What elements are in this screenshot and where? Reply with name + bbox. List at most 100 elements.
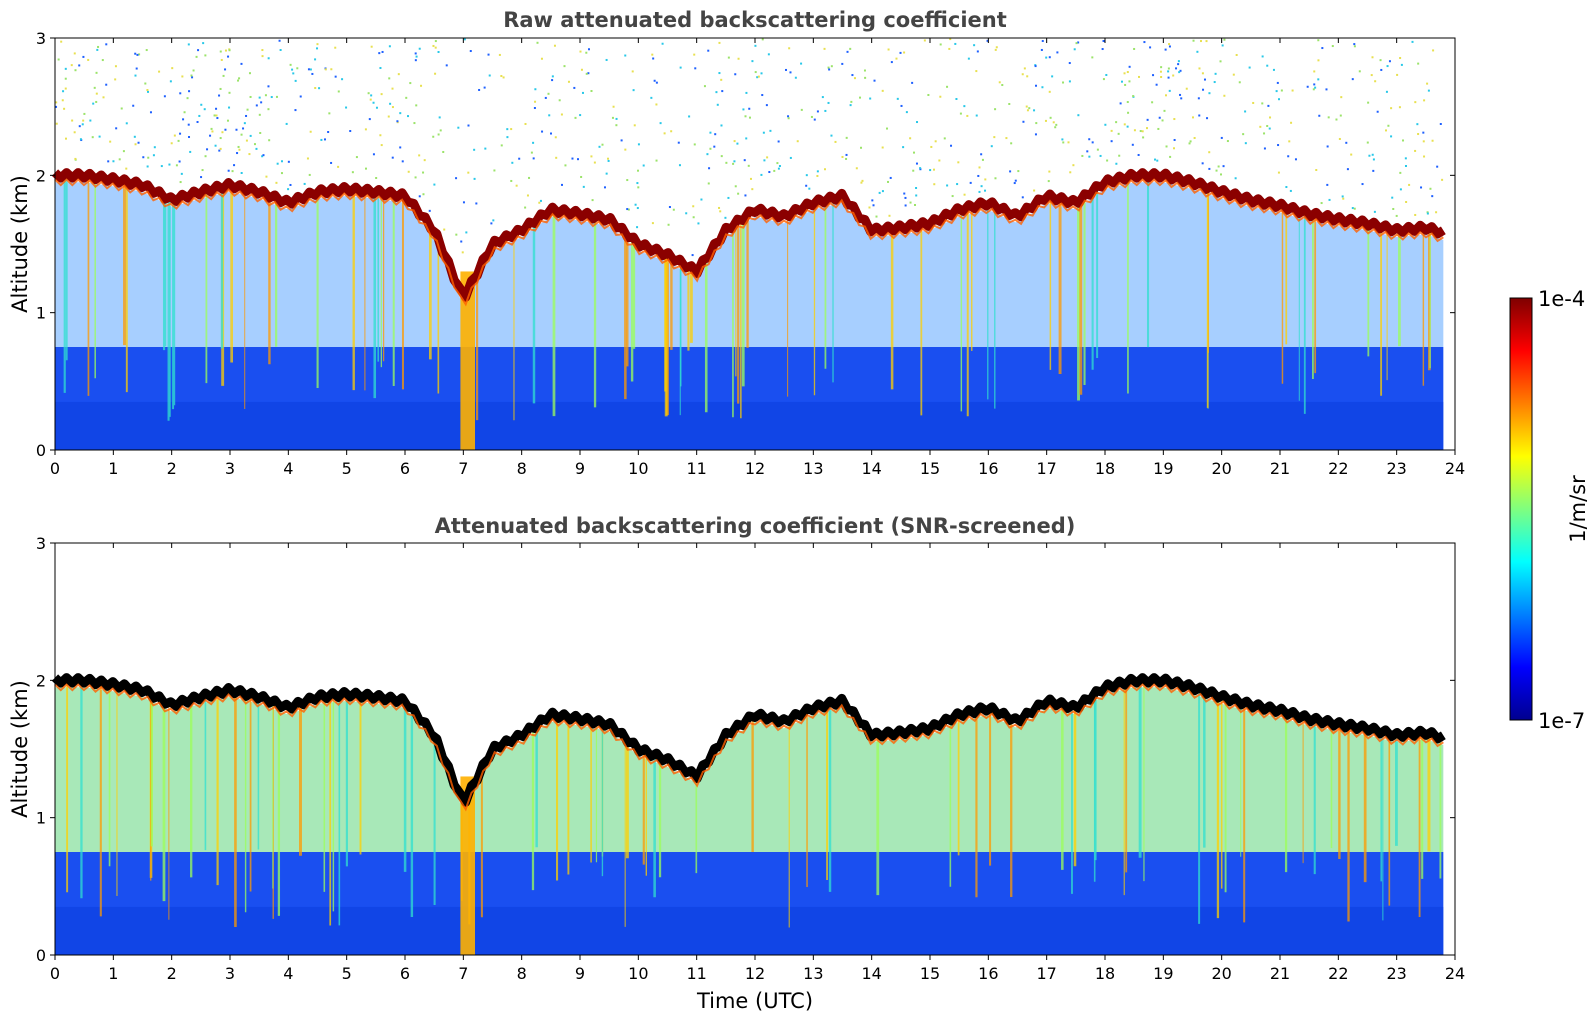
noise-speckle xyxy=(700,198,703,201)
noise-speckle xyxy=(214,144,217,147)
noise-speckle xyxy=(249,95,252,98)
noise-speckle xyxy=(78,125,81,128)
noise-speckle xyxy=(939,43,942,46)
noise-speckle xyxy=(551,75,554,78)
noise-speckle xyxy=(1169,155,1172,158)
noise-speckle xyxy=(911,81,914,84)
noise-speckle xyxy=(1366,141,1369,144)
noise-speckle xyxy=(418,195,421,198)
noise-speckle xyxy=(224,49,227,52)
noise-speckle xyxy=(943,137,946,140)
noise-speckle xyxy=(573,86,576,89)
noise-speckle xyxy=(553,44,556,47)
noise-speckle xyxy=(761,94,764,97)
noise-speckle xyxy=(544,96,547,99)
noise-speckle xyxy=(355,156,358,159)
noise-speckle xyxy=(142,156,145,159)
noise-speckle xyxy=(407,115,410,118)
noise-speckle xyxy=(190,74,193,77)
noise-speckle xyxy=(1235,54,1238,57)
noise-speckle xyxy=(1143,41,1146,44)
x-tick-label: 1 xyxy=(108,964,118,983)
noise-speckle xyxy=(388,45,391,48)
noise-speckle xyxy=(1155,83,1158,86)
noise-speckle xyxy=(708,167,711,170)
noise-speckle xyxy=(707,182,710,185)
noise-speckle xyxy=(275,95,278,98)
noise-speckle xyxy=(694,67,697,70)
noise-speckle xyxy=(1189,140,1192,143)
noise-speckle xyxy=(563,65,566,68)
noise-speckle xyxy=(467,171,470,174)
noise-speckle xyxy=(939,95,942,98)
noise-speckle xyxy=(372,153,375,156)
noise-speckle xyxy=(262,154,265,157)
noise-speckle xyxy=(401,160,404,163)
noise-speckle xyxy=(253,143,256,146)
noise-speckle xyxy=(260,101,263,104)
noise-speckle xyxy=(904,196,907,199)
noise-speckle xyxy=(1238,81,1241,84)
noise-speckle xyxy=(226,119,229,122)
x-tick-label: 19 xyxy=(1153,459,1173,478)
noise-speckle xyxy=(135,67,138,70)
noise-speckle xyxy=(1318,114,1321,117)
colorbar-max-label: 1e-4 xyxy=(1538,287,1585,311)
noise-speckle xyxy=(146,89,149,92)
noise-speckle xyxy=(1417,62,1420,65)
noise-speckle xyxy=(1220,173,1223,176)
noise-speckle xyxy=(1353,207,1356,210)
noise-speckle xyxy=(98,135,101,138)
noise-speckle xyxy=(152,154,155,157)
noise-speckle xyxy=(933,183,936,186)
noise-speckle xyxy=(105,43,108,46)
noise-speckle xyxy=(461,251,464,254)
noise-speckle xyxy=(1267,104,1270,107)
noise-speckle xyxy=(661,42,664,45)
noise-speckle xyxy=(405,96,408,99)
noise-speckle xyxy=(896,97,899,100)
noise-speckle xyxy=(265,175,268,178)
noise-speckle xyxy=(1385,90,1388,93)
noise-speckle xyxy=(1010,142,1013,145)
noise-speckle xyxy=(407,170,410,173)
noise-speckle xyxy=(97,45,100,48)
y-tick-label: 3 xyxy=(36,29,46,48)
noise-speckle xyxy=(309,130,312,133)
noise-speckle xyxy=(422,171,425,174)
noise-speckle xyxy=(1226,140,1229,143)
noise-speckle xyxy=(1414,213,1417,216)
noise-speckle xyxy=(240,62,243,65)
noise-speckle xyxy=(763,159,766,162)
noise-speckle xyxy=(967,57,970,60)
x-tick-label: 5 xyxy=(342,459,352,478)
noise-speckle xyxy=(668,206,671,209)
noise-speckle xyxy=(567,80,570,83)
noise-speckle xyxy=(132,104,135,107)
cloud-top-layer xyxy=(51,168,1446,302)
noise-speckle xyxy=(650,96,653,99)
x-tick-label: 12 xyxy=(745,459,765,478)
noise-speckle xyxy=(397,73,400,76)
noise-speckle xyxy=(187,43,190,46)
noise-speckle xyxy=(1091,56,1094,59)
noise-speckle xyxy=(994,177,997,180)
noise-speckle xyxy=(1244,110,1247,113)
noise-speckle xyxy=(1272,68,1275,71)
noise-speckle xyxy=(756,76,759,79)
noise-speckle xyxy=(1041,40,1044,43)
noise-speckle xyxy=(1345,141,1348,144)
x-tick-label: 0 xyxy=(50,459,60,478)
noise-speckle xyxy=(1198,114,1201,117)
x-tick-label: 20 xyxy=(1211,459,1231,478)
noise-speckle xyxy=(899,51,902,54)
noise-speckle xyxy=(703,85,706,88)
noise-speckle xyxy=(950,144,953,147)
noise-speckle xyxy=(1287,155,1290,158)
noise-speckle xyxy=(1131,143,1134,146)
noise-speckle xyxy=(777,140,780,143)
noise-speckle xyxy=(554,136,557,139)
noise-speckle xyxy=(173,134,176,137)
noise-speckle xyxy=(859,96,862,99)
noise-speckle xyxy=(211,130,214,133)
